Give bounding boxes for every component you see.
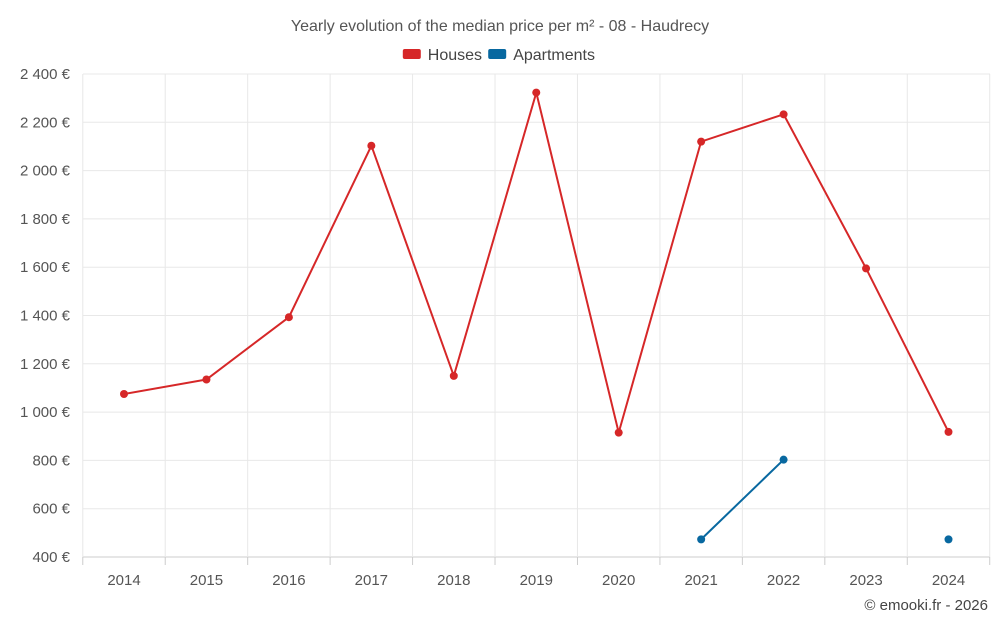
x-tick-label: 2024 bbox=[932, 572, 965, 589]
legend-label-apartments[interactable]: Apartments bbox=[513, 47, 595, 64]
houses-data-point bbox=[614, 428, 623, 437]
credit-text: © emooki.fr - 2026 bbox=[864, 597, 988, 614]
y-tick-label: 2 000 € bbox=[20, 163, 71, 180]
houses-data-point bbox=[449, 371, 458, 380]
apartments-series-line bbox=[700, 458, 785, 541]
apartments-data-point bbox=[697, 535, 706, 544]
houses-data-point bbox=[862, 264, 871, 273]
legend-label-houses[interactable]: Houses bbox=[428, 47, 482, 64]
x-tick-label: 2021 bbox=[684, 572, 717, 589]
legend-swatch-apartments bbox=[488, 49, 507, 59]
houses-data-point bbox=[779, 110, 788, 119]
x-tick-label: 2020 bbox=[602, 572, 635, 589]
x-tick-label: 2017 bbox=[355, 572, 388, 589]
houses-data-point bbox=[944, 427, 953, 436]
y-tick-label: 1 000 € bbox=[20, 404, 71, 421]
chart-title: Yearly evolution of the median price per… bbox=[291, 18, 709, 35]
houses-data-point bbox=[697, 137, 706, 146]
houses-data-point bbox=[284, 313, 293, 322]
x-tick-label: 2014 bbox=[107, 572, 140, 589]
y-tick-label: 2 200 € bbox=[20, 114, 71, 131]
x-tick-label: 2019 bbox=[520, 572, 553, 589]
apartments-data-point bbox=[779, 455, 788, 464]
x-tick-label: 2022 bbox=[767, 572, 800, 589]
y-tick-label: 1 400 € bbox=[20, 308, 71, 325]
y-tick-label: 400 € bbox=[32, 549, 70, 566]
grid bbox=[82, 73, 991, 558]
series-layer bbox=[120, 88, 953, 544]
x-tick-label: 2018 bbox=[437, 572, 470, 589]
y-tick-label: 1 200 € bbox=[20, 356, 71, 373]
apartments-data-point bbox=[944, 535, 953, 544]
x-tick-label: 2015 bbox=[190, 572, 223, 589]
legend-swatch-houses bbox=[402, 49, 421, 59]
y-axis: 400 € 600 € 800 € 1 000 € 1 200 € 1 400 € 1 60… bbox=[20, 66, 71, 566]
legend: Houses Apartments bbox=[402, 47, 595, 64]
y-tick-label: 1 600 € bbox=[20, 259, 71, 276]
x-tick-label: 2016 bbox=[272, 572, 305, 589]
y-tick-label: 800 € bbox=[32, 452, 70, 469]
houses-data-point bbox=[202, 375, 211, 384]
houses-data-point bbox=[120, 389, 128, 398]
houses-data-point bbox=[532, 88, 541, 97]
houses-data-point bbox=[367, 141, 376, 150]
x-axis: 2014 2015 2016 2017 2018 2019 2020 2021 2022 2023… bbox=[82, 557, 991, 589]
y-tick-label: 600 € bbox=[32, 501, 70, 518]
y-tick-label: 2 400 € bbox=[20, 66, 71, 83]
x-tick-label: 2023 bbox=[849, 572, 882, 589]
y-tick-label: 1 800 € bbox=[20, 211, 71, 228]
